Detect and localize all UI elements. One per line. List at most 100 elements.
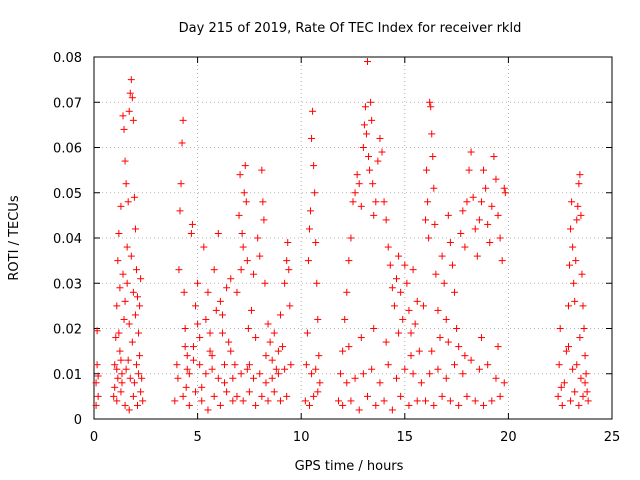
data-point	[309, 107, 317, 115]
data-point	[202, 370, 210, 378]
data-point	[492, 175, 500, 183]
data-point	[125, 320, 133, 328]
data-point	[444, 211, 452, 219]
data-point	[351, 374, 359, 382]
data-point	[438, 252, 446, 260]
data-point	[343, 288, 351, 296]
data-point	[390, 302, 398, 310]
data-point	[415, 347, 423, 355]
data-point	[261, 279, 269, 287]
data-point	[576, 334, 584, 342]
data-point	[185, 370, 193, 378]
data-point	[279, 343, 287, 351]
data-point	[409, 266, 417, 274]
data-point	[349, 198, 357, 206]
x-axis-label: GPS time / hours	[295, 459, 404, 474]
data-point	[111, 383, 119, 391]
data-point	[448, 261, 456, 269]
data-point	[376, 379, 384, 387]
data-point	[465, 166, 473, 174]
data-point	[264, 320, 272, 328]
data-point	[440, 279, 448, 287]
data-point	[557, 383, 565, 391]
data-point	[378, 148, 386, 156]
data-point	[461, 243, 469, 251]
data-point	[174, 374, 182, 382]
data-point	[180, 288, 188, 296]
data-point	[229, 397, 237, 405]
data-point	[446, 239, 454, 247]
data-point	[488, 397, 496, 405]
data-point	[274, 370, 282, 378]
data-point	[569, 365, 577, 373]
data-point	[94, 372, 102, 380]
data-point	[119, 112, 127, 120]
data-point	[353, 171, 361, 179]
data-point	[370, 211, 378, 219]
data-point	[115, 229, 123, 237]
data-point	[192, 388, 200, 396]
data-point	[409, 370, 417, 378]
data-point	[492, 374, 500, 382]
data-point	[367, 98, 375, 106]
data-point	[113, 397, 121, 405]
data-point	[131, 225, 139, 233]
data-point	[303, 329, 311, 337]
data-point	[136, 352, 144, 360]
data-point	[339, 401, 347, 409]
data-point	[393, 275, 401, 283]
data-point	[388, 406, 396, 414]
data-point	[308, 370, 316, 378]
data-point	[176, 207, 184, 215]
x-tick-label: 0	[90, 430, 98, 445]
data-point	[178, 139, 186, 147]
data-point	[312, 239, 320, 247]
data-point	[345, 257, 353, 265]
data-point	[137, 388, 145, 396]
data-point	[111, 361, 119, 369]
data-point	[477, 334, 485, 342]
data-point	[121, 401, 129, 409]
data-point	[252, 401, 260, 409]
data-point	[355, 180, 363, 188]
data-point	[564, 343, 572, 351]
data-point	[459, 207, 467, 215]
data-point	[274, 347, 282, 355]
data-point	[120, 125, 128, 133]
data-point	[281, 365, 289, 373]
data-point	[132, 266, 140, 274]
data-point	[118, 379, 126, 387]
data-point	[139, 397, 147, 405]
data-point	[362, 130, 370, 138]
data-point	[413, 397, 421, 405]
data-point	[571, 388, 579, 396]
data-point	[577, 211, 585, 219]
data-point	[256, 370, 264, 378]
data-point	[463, 392, 471, 400]
data-point	[129, 392, 137, 400]
data-point	[185, 401, 193, 409]
data-point	[206, 329, 214, 337]
data-point	[252, 334, 260, 342]
data-point	[372, 401, 380, 409]
data-point	[575, 401, 583, 409]
data-point	[93, 327, 101, 335]
data-point	[556, 325, 564, 332]
data-point	[212, 306, 220, 314]
x-tick-label: 25	[604, 430, 621, 445]
y-tick-label: 0.08	[53, 51, 82, 66]
data-point	[264, 397, 272, 405]
data-point	[132, 361, 140, 369]
data-point	[239, 243, 247, 251]
data-point	[227, 347, 235, 355]
data-point	[384, 243, 392, 251]
data-point	[463, 198, 471, 206]
data-point	[365, 153, 373, 161]
data-point	[576, 171, 584, 179]
data-point	[239, 397, 247, 405]
data-point	[577, 374, 585, 382]
data-point	[117, 388, 125, 396]
data-point	[425, 234, 433, 242]
data-point	[250, 374, 258, 382]
